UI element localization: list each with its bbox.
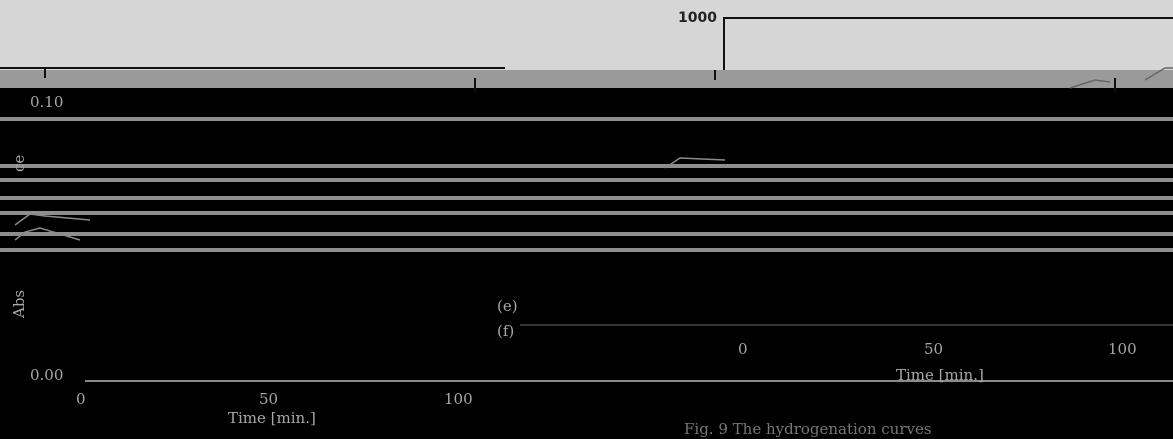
scan-top-band — [0, 0, 1173, 70]
y-tick-0-10: 0.10 — [30, 93, 64, 111]
figure-caption: Fig. 9 The hydrogenation curves — [684, 420, 932, 438]
series-curve-edge — [1069, 79, 1111, 89]
x-tick-0: 0 — [76, 390, 86, 408]
series-curve-right — [664, 157, 726, 169]
scan-stripe — [0, 178, 1173, 182]
scan-stripe — [0, 232, 1173, 236]
scan-stripe — [0, 117, 1173, 121]
series-curve-edge — [1144, 67, 1173, 81]
scan-stripe — [0, 164, 1173, 168]
right-x-tick-100: 100 — [1108, 340, 1137, 358]
right-x-tick-50: 50 — [924, 340, 944, 358]
scan-stripe — [0, 211, 1173, 215]
series-e-curve — [14, 227, 81, 241]
right-y-tick-1000: 1000 — [678, 10, 717, 26]
y-axis-label-fragment: ce — [10, 154, 28, 172]
x-tick-50: 50 — [259, 390, 279, 408]
scan-stripe — [0, 248, 1173, 252]
right-chart-series-line — [723, 17, 1173, 70]
scan-gray-band — [0, 70, 1173, 88]
right-x-tick-0: 0 — [738, 340, 748, 358]
scan-stripe — [0, 196, 1173, 200]
right-x-axis-label: Time [min.] — [896, 366, 984, 384]
legend-series-f: (f) — [497, 322, 515, 340]
x-axis-label: Time [min.] — [228, 409, 316, 427]
series-f-curve — [14, 213, 91, 226]
x-tick-100: 100 — [444, 390, 473, 408]
y-tick-0-00: 0.00 — [30, 366, 64, 384]
legend-series-e: (e) — [497, 297, 518, 315]
y-axis-label: Abs — [10, 289, 28, 318]
